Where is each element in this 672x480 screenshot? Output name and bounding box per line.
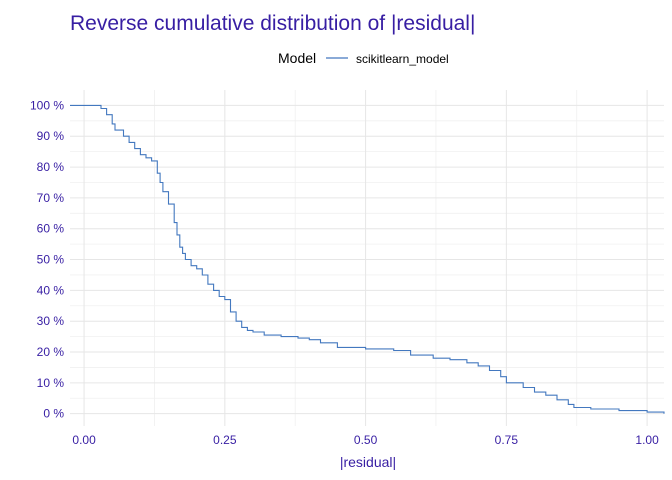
y-tick-label: 50 % <box>37 253 65 267</box>
x-tick-label: 0.75 <box>495 433 519 447</box>
grid <box>70 90 664 426</box>
legend-title: Model <box>278 50 316 66</box>
y-tick-label: 60 % <box>37 222 65 236</box>
y-tick-label: 100 % <box>30 98 64 112</box>
x-tick-label: 0.50 <box>354 433 378 447</box>
y-tick-label: 70 % <box>37 191 65 205</box>
x-tick-label: 0.00 <box>72 433 96 447</box>
x-axis-title: |residual| <box>340 454 396 470</box>
y-tick-label: 0 % <box>43 407 64 421</box>
y-tick-label: 40 % <box>37 283 65 297</box>
y-tick-label: 20 % <box>37 345 65 359</box>
x-tick-label: 0.25 <box>213 433 237 447</box>
y-tick-label: 30 % <box>37 314 65 328</box>
series-line-scikitlearn_model <box>70 104 665 414</box>
series-layer <box>70 104 665 414</box>
y-tick-label: 10 % <box>37 376 65 390</box>
x-tick-label: 1.00 <box>635 433 659 447</box>
legend: Model scikitlearn_model <box>278 50 449 66</box>
legend-label: scikitlearn_model <box>356 52 449 66</box>
y-tick-label: 80 % <box>37 160 65 174</box>
y-axis-ticks: 0 % 10 % 20 % 30 % 40 % 50 % 60 % 70 % 80 % 90 % 1… <box>30 98 64 420</box>
y-tick-label: 90 % <box>37 129 65 143</box>
chart-title: Reverse cumulative distribution of |resi… <box>70 12 475 35</box>
x-axis-ticks: 0.00 0.25 0.50 0.75 1.00 <box>72 433 659 447</box>
